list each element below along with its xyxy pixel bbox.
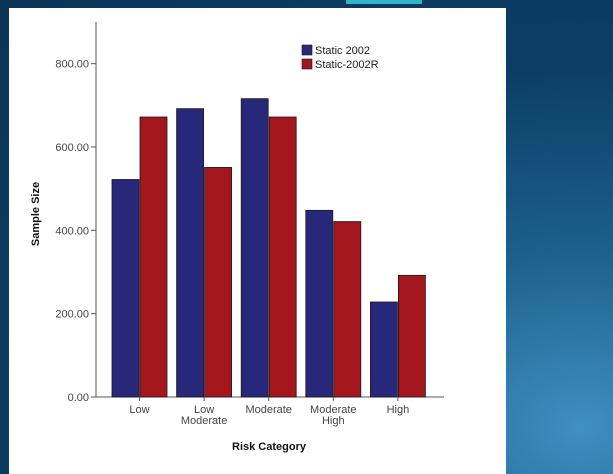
- bar: [204, 167, 233, 398]
- legend-label: Static 2002: [315, 45, 370, 57]
- x-tick-label: Moderate: [310, 404, 356, 416]
- bar: [240, 98, 269, 398]
- y-tick-label: 200.00: [55, 309, 89, 321]
- y-tick-label: 800.00: [55, 59, 89, 71]
- bar: [369, 301, 398, 398]
- bar: [305, 209, 334, 398]
- y-tick-label: 400.00: [55, 225, 89, 237]
- header-accent-bar: [346, 0, 422, 4]
- legend-swatch: [301, 58, 313, 70]
- y-axis-title: Sample Size: [30, 182, 42, 246]
- y-tick-label: 600.00: [55, 142, 89, 154]
- bar: [111, 179, 140, 398]
- y-tick-label: 0.00: [68, 392, 89, 404]
- chart-panel: Low Low Moderate Moderate Moderate High High 0…: [9, 8, 506, 474]
- chart-legend: Static 2002 Static-2002R: [301, 44, 379, 71]
- bar: [139, 116, 168, 398]
- bar: [397, 274, 426, 398]
- x-tick-label: Low: [129, 404, 149, 416]
- legend-label: Static-2002R: [315, 59, 379, 71]
- bar: [333, 221, 362, 398]
- x-tick-label: Moderate: [245, 404, 291, 416]
- x-tick-label: Low: [194, 404, 214, 416]
- bar: [268, 116, 297, 398]
- legend-swatch: [301, 44, 313, 56]
- y-tick-labels: 0.00 200.00 400.00 600.00 800.00: [55, 59, 96, 404]
- x-tick-label: High: [387, 404, 410, 416]
- bar: [176, 108, 205, 398]
- x-tick-label: Moderate: [181, 415, 227, 427]
- x-axis-title: Risk Category: [232, 441, 307, 453]
- chart-bars: [111, 98, 426, 398]
- x-tick-label: High: [322, 415, 345, 427]
